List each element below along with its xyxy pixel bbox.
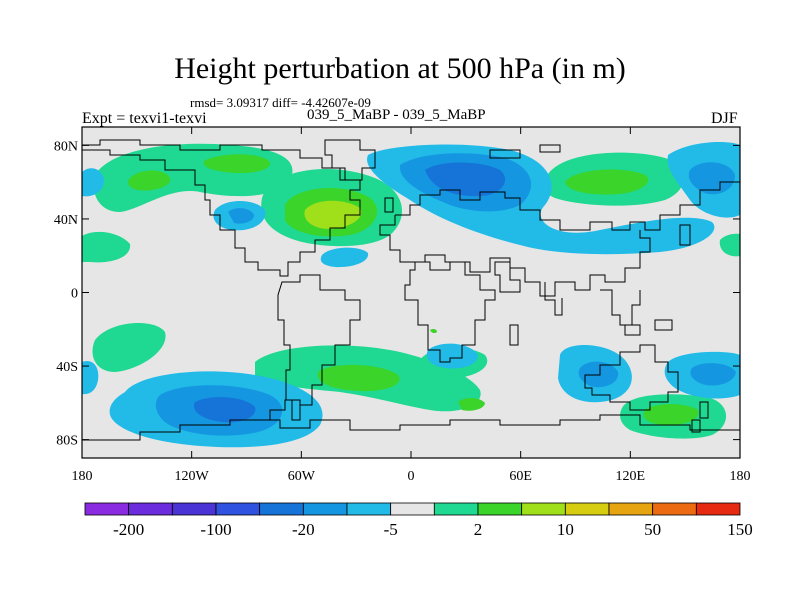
lat-tick-label: 0 xyxy=(71,287,78,302)
lon-tick-label: 120E xyxy=(616,469,646,484)
lon-tick-label: 60W xyxy=(288,469,316,484)
anomaly-neg-south-indian-core xyxy=(578,361,619,388)
colorbar-swatch xyxy=(521,502,566,516)
lon-tick-label: 120W xyxy=(175,469,210,484)
colorbar-swatch xyxy=(652,502,697,516)
colorbar-label: 150 xyxy=(727,520,753,539)
coastline-australia xyxy=(584,344,679,411)
coastline-arctic-islands xyxy=(489,144,561,159)
lon-tick-label: 60E xyxy=(509,469,532,484)
stats-line: rmsd= 3.09317 diff= -4.42607e-09 xyxy=(190,95,371,110)
season-label: DJF xyxy=(711,110,738,127)
coastline-japan xyxy=(679,224,691,246)
lat-tick-label: 80S xyxy=(56,434,78,449)
lon-tick-label: 0 xyxy=(408,469,415,484)
coastline-north-america xyxy=(82,139,361,277)
anomaly-neg-west-na-core xyxy=(228,208,254,224)
colorbar-label: 2 xyxy=(474,520,483,539)
coastline-greenland xyxy=(324,139,376,181)
coastline-antarctic-peninsula xyxy=(269,399,301,420)
comparison-label: 039_5_MaBP - 039_5_MaBP xyxy=(307,107,486,123)
colorbar-label: -100 xyxy=(200,520,231,539)
anomaly-neg-mid-atlantic xyxy=(320,247,369,268)
colorbar-swatch xyxy=(564,502,610,516)
colorbar-swatch xyxy=(433,502,479,516)
coastline-south-america xyxy=(277,274,361,421)
anomaly-pos-north-pacific-core2 xyxy=(203,154,271,174)
colorbar-label: -20 xyxy=(292,520,315,539)
colorbar-swatch xyxy=(346,502,392,516)
colorbar-swatch xyxy=(390,502,435,516)
anomaly-pos-south-pacific xyxy=(92,322,166,372)
coastlines xyxy=(82,139,740,441)
coastline-mideast xyxy=(494,261,521,293)
anomaly-pos-south-atlantic-core xyxy=(317,364,400,392)
anomaly-pos-west-edge xyxy=(82,231,131,263)
colorbar-swatch xyxy=(171,502,217,516)
coastline-new-zealand xyxy=(691,401,709,433)
axis-ticks: 80N 40N 0 40S 80S 180 120W 60W 0 60E 120E 180 xyxy=(54,127,751,484)
lon-tick-label: 180 xyxy=(72,469,93,484)
colorbar-label: 10 xyxy=(557,520,574,539)
anomaly-pos-dot xyxy=(430,328,437,334)
colorbar-swatch xyxy=(84,502,130,516)
anomaly-neg-south-pacific-core xyxy=(193,397,256,423)
lat-tick-label: 40S xyxy=(56,360,78,375)
lat-tick-label: 80N xyxy=(54,139,78,154)
coastline-antarctica xyxy=(82,414,740,441)
anomaly-pos-south-australia-core xyxy=(643,404,699,426)
colorbar-label: -5 xyxy=(384,520,398,539)
anomaly-pos-small-southern xyxy=(458,397,485,411)
lon-tick-label: 180 xyxy=(730,469,751,484)
colorbar-swatch xyxy=(608,502,654,516)
coastline-europe-asia xyxy=(379,181,740,297)
anomaly-neg-eurasia-core xyxy=(425,162,506,197)
anomaly-neg-arctic-east-mid xyxy=(688,162,735,195)
coastline-africa xyxy=(404,261,496,363)
anomaly-pos-siberia-core xyxy=(565,169,649,195)
coastline-india-seasia xyxy=(544,282,641,326)
contour-field xyxy=(82,127,740,458)
colorbar-label: -200 xyxy=(113,520,144,539)
plot-title: Height perturbation at 500 hPa (in m) xyxy=(174,52,626,85)
colorbar: -200 -100 -20 -5 2 10 50 150 xyxy=(84,502,753,539)
coastline-madagascar xyxy=(509,324,519,346)
colorbar-label: 50 xyxy=(644,520,661,539)
anomaly-pos-north-atlantic-peak xyxy=(304,200,362,229)
anomaly-neg-arctic-west xyxy=(82,168,104,197)
anomaly-neg-west-south-edge xyxy=(82,360,99,395)
coastline-uk xyxy=(384,197,394,213)
anomaly-pos-north-pacific-core xyxy=(128,170,171,191)
colorbar-swatch xyxy=(695,502,741,516)
colorbar-swatch xyxy=(215,502,261,516)
lat-tick-label: 40N xyxy=(54,213,78,228)
colorbar-swatch xyxy=(259,502,304,516)
anomaly-neg-southeast-core xyxy=(690,363,736,386)
colorbar-swatch xyxy=(302,502,348,516)
experiment-label: Expt = texvi1-texvi xyxy=(82,110,207,127)
coastline-indonesia xyxy=(624,319,673,336)
colorbar-swatch xyxy=(477,502,523,516)
colorbar-swatch xyxy=(128,502,173,516)
anomaly-pos-east-edge xyxy=(719,233,740,257)
